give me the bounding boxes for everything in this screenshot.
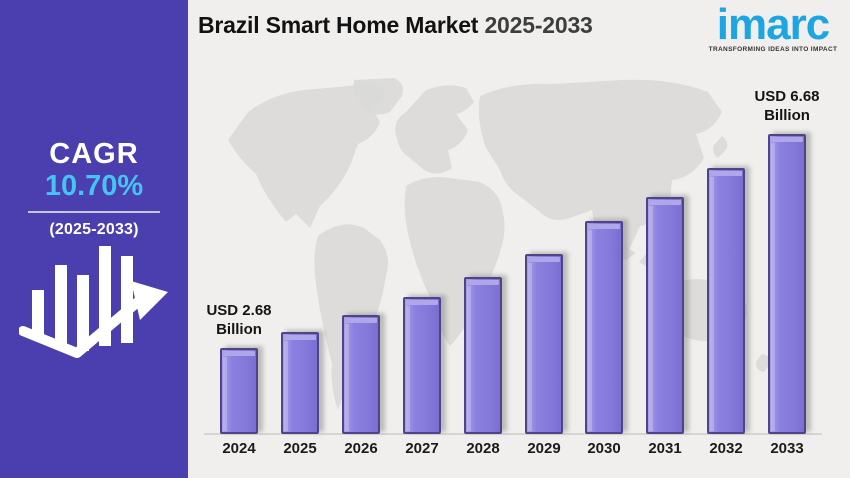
bar-chart: 2024 USD 2.68 Billion 2025 2026 2027 2028 2029 2… <box>188 0 850 478</box>
chart-panel: Brazil Smart Home Market 2025-2033 imarc… <box>188 0 850 478</box>
sidebar: CAGR 10.70% (2025-2033) <box>0 0 188 478</box>
title-years: 2025-2033 <box>484 12 593 38</box>
annotation-line: USD 2.68 <box>206 302 272 319</box>
annotation-line: Billion <box>764 107 810 124</box>
x-tick-label: 2033 <box>770 440 804 457</box>
x-tick-label: 2027 <box>405 440 439 457</box>
bar <box>464 277 502 434</box>
cagr-block: CAGR 10.70% (2025-2033) <box>0 138 188 239</box>
x-tick-label: 2032 <box>709 440 743 457</box>
value-annotation: USD 6.68 Billion <box>722 87 850 125</box>
annotation-line: Billion <box>216 321 262 338</box>
title-main: Brazil Smart Home Market <box>198 12 479 38</box>
bar <box>403 297 441 434</box>
x-tick-label: 2029 <box>527 440 561 457</box>
growth-chart-icon <box>19 246 168 358</box>
annotation-line: USD 6.68 <box>754 88 820 105</box>
x-tick-label: 2025 <box>283 440 317 457</box>
bar <box>220 348 258 434</box>
x-tick-label: 2031 <box>648 440 682 457</box>
cagr-period: (2025-2033) <box>49 221 139 238</box>
x-tick-label: 2024 <box>222 440 256 457</box>
logo-wordmark: imarc <box>716 0 830 49</box>
x-axis-line <box>204 433 822 435</box>
imarc-logo: imarc TRANSFORMING IDEAS INTO IMPACT <box>706 0 840 54</box>
x-tick-label: 2030 <box>587 440 621 457</box>
value-annotation: USD 2.68 Billion <box>188 301 304 339</box>
x-tick-label: 2026 <box>344 440 378 457</box>
bar <box>342 315 380 434</box>
chart-title: Brazil Smart Home Market 2025-2033 <box>198 12 593 39</box>
bar <box>281 332 319 434</box>
bar <box>768 134 806 434</box>
bar <box>707 168 745 434</box>
cagr-label: CAGR <box>49 138 139 170</box>
cagr-divider <box>28 211 160 213</box>
logo-tagline: TRANSFORMING IDEAS INTO IMPACT <box>708 46 838 54</box>
bar <box>585 221 623 434</box>
cagr-value: 10.70% <box>44 170 144 202</box>
bar <box>525 254 563 434</box>
bar <box>646 197 684 434</box>
x-tick-label: 2028 <box>466 440 500 457</box>
